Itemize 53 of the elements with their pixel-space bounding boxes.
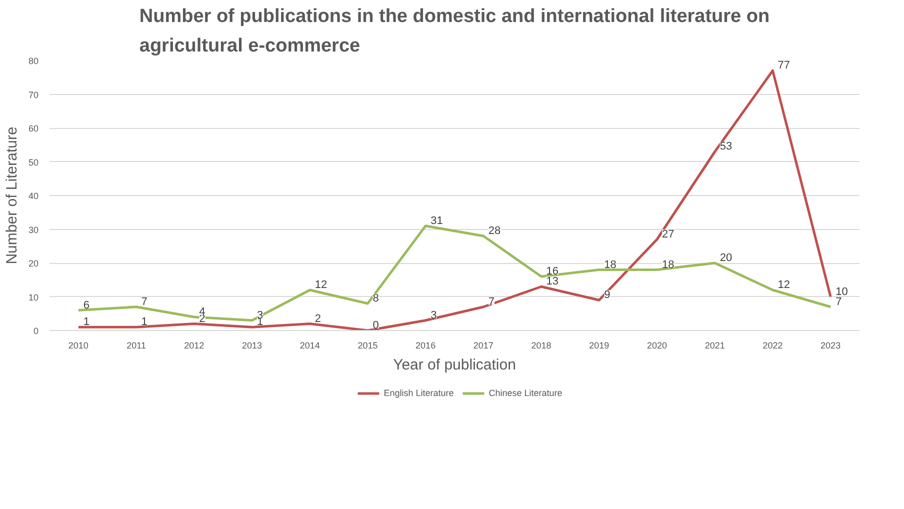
line-series [77, 69, 832, 330]
data-label: 18 [662, 258, 674, 271]
x-axis-title: Year of publication [393, 356, 516, 374]
x-tick-label: 2016 [416, 340, 436, 350]
x-tick-label: 2015 [358, 340, 378, 350]
data-label: 12 [778, 279, 790, 291]
x-tick-label: 2010 [68, 340, 88, 350]
data-label: 6 [83, 299, 90, 312]
data-label: 7 [488, 296, 495, 308]
data-label: 10 [836, 286, 848, 298]
x-tick-label: 2018 [531, 340, 552, 350]
data-label: 2 [314, 312, 321, 325]
x-tick-label: 2019 [589, 340, 610, 350]
x-tick-label: 2020 [646, 340, 668, 350]
y-tick-label: 50 [28, 157, 39, 168]
y-tick-label: 70 [28, 90, 39, 100]
data-label: 28 [488, 225, 501, 237]
x-tick-label: 2012 [184, 340, 204, 350]
data-label: 53 [720, 140, 732, 153]
data-label: 9 [604, 289, 610, 302]
y-tick-label: 60 [28, 124, 39, 134]
data-label: 18 [604, 258, 616, 271]
x-tick-label: 2023 [820, 340, 841, 350]
x-tick-label: 2014 [300, 340, 320, 350]
data-label: 27 [662, 228, 674, 240]
data-label: 1 [83, 316, 90, 328]
data-label: 7 [141, 296, 148, 308]
data-label: 77 [778, 60, 790, 72]
data-label: 16 [546, 266, 559, 278]
x-tick-label: 2017 [473, 340, 494, 350]
legend-label: English Literature [384, 388, 454, 398]
y-tick-label: 10 [28, 292, 39, 302]
data-label: 31 [430, 214, 443, 227]
x-tick-label: 2013 [242, 340, 262, 350]
data-label: 8 [372, 292, 379, 304]
x-tick-label: 2021 [704, 340, 725, 350]
data-label: 7 [836, 296, 842, 308]
x-tick-label: 2011 [126, 340, 146, 350]
data-label: 20 [720, 252, 732, 264]
data-label: 3 [430, 309, 437, 322]
y-tick-label: 40 [28, 191, 39, 201]
y-axis-title: Number of Literature [3, 126, 20, 264]
data-label: 13 [546, 276, 559, 288]
y-tick-label: 20 [28, 258, 39, 268]
y-tick-label: 0 [33, 326, 39, 336]
legend-label: Chinese Literature [488, 388, 562, 398]
y-tick-label: 80 [28, 56, 39, 66]
data-label: 0 [372, 320, 379, 332]
y-tick-label: 30 [28, 224, 39, 235]
data-label: 1 [141, 316, 148, 328]
data-label: 12 [314, 279, 328, 291]
x-tick-label: 2022 [762, 340, 783, 350]
chart-title: Number of publications in the domestic and international literature on agricultural e-commerce [139, 6, 770, 56]
